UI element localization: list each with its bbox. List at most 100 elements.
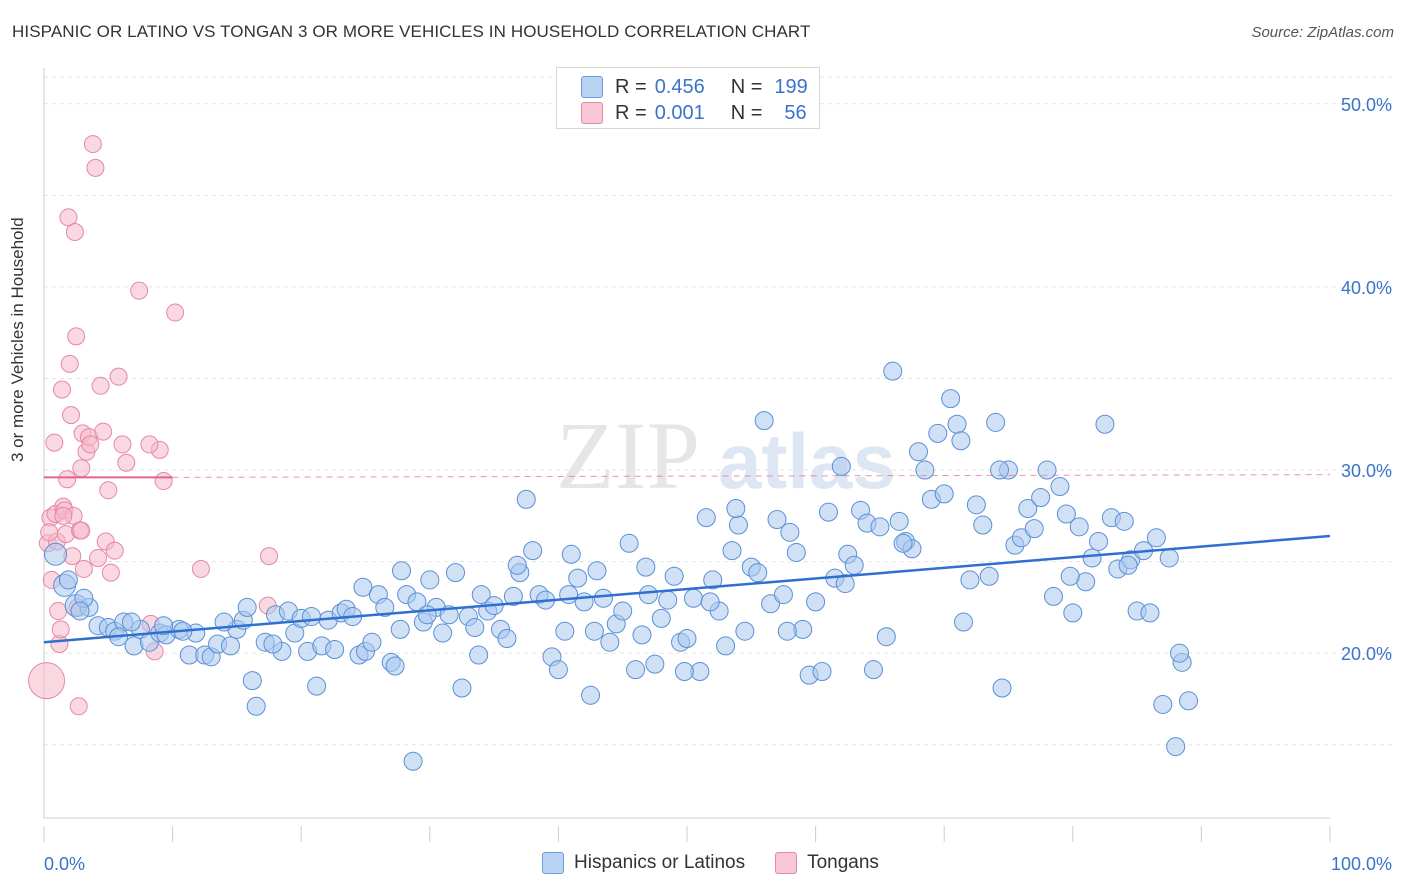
hispanic-point xyxy=(584,621,604,641)
hispanic-point xyxy=(1114,511,1134,531)
y-tick-label: 40.0% xyxy=(1341,278,1392,298)
hispanic-point xyxy=(242,671,262,691)
hispanic-point xyxy=(469,645,489,665)
hispanic-point xyxy=(548,660,568,680)
tongan-point xyxy=(54,506,73,525)
y-tick-label: 30.0% xyxy=(1341,461,1392,481)
legend-swatch-blue xyxy=(581,76,603,98)
x-tick-label: 100.0% xyxy=(1331,854,1392,874)
tongan-point xyxy=(117,453,136,472)
hispanic-point xyxy=(613,601,633,621)
tongan-point xyxy=(109,367,128,386)
hispanic-point xyxy=(523,541,543,561)
hispanic-point xyxy=(471,585,491,605)
hispanic-point xyxy=(966,495,986,515)
legend-n-value: 56 xyxy=(784,101,807,124)
hispanic-point xyxy=(700,592,720,612)
hispanic-point xyxy=(1050,477,1070,497)
hispanic-point xyxy=(908,442,928,462)
hispanic-point xyxy=(767,509,787,529)
tongan-point xyxy=(74,559,93,578)
tongan-point xyxy=(86,158,105,177)
hispanic-point xyxy=(883,361,903,381)
tongan-point xyxy=(166,303,185,322)
correlation-legend: R = 0.456 N = 199 R = 0.001 N = 56 xyxy=(556,67,820,129)
tongan-point xyxy=(191,559,210,578)
hispanic-point xyxy=(761,594,781,614)
hispanic-point xyxy=(325,640,345,660)
hispanic-point xyxy=(1031,488,1051,508)
hispanic-point xyxy=(446,563,466,583)
tongan-point xyxy=(67,327,86,346)
hispanic-point xyxy=(979,566,999,586)
x-tick-label: 0.0% xyxy=(44,854,85,874)
legend-r-label: R = xyxy=(615,101,647,124)
hispanic-point xyxy=(626,660,646,680)
hispanic-point xyxy=(353,577,373,597)
hispanic-point xyxy=(1153,694,1173,714)
tongan-point xyxy=(81,435,100,454)
hispanic-point xyxy=(636,557,656,577)
hispanic-point xyxy=(375,597,395,617)
y-tick-labels: 20.0% 30.0% 40.0% 50.0% xyxy=(1341,95,1392,664)
hispanic-point xyxy=(683,588,703,608)
source-credit: Source: ZipAtlas.com xyxy=(1251,24,1394,41)
hispanic-point xyxy=(893,533,913,553)
legend-item-tongans: Tongans xyxy=(775,852,879,874)
hispanic-point xyxy=(1118,555,1138,575)
tongan-point xyxy=(154,472,173,491)
hispanic-point xyxy=(664,566,684,586)
hispanic-point xyxy=(1063,603,1083,623)
tongan-point xyxy=(83,135,102,154)
hispanic-point xyxy=(953,612,973,632)
hispanic-point xyxy=(124,636,144,656)
hispanic-point xyxy=(385,656,405,676)
tongan-point xyxy=(51,620,70,639)
hispanic-point xyxy=(960,570,980,590)
hispanic-point xyxy=(986,412,1006,432)
hispanic-point xyxy=(220,636,240,656)
legend-n-label: N = xyxy=(730,101,763,124)
hispanic-point xyxy=(568,568,588,588)
hispanic-point xyxy=(716,636,736,656)
hispanic-point xyxy=(619,533,639,553)
hispanic-point xyxy=(1159,548,1179,568)
hispanic-point xyxy=(632,625,652,645)
hispanic-point xyxy=(465,618,485,638)
hispanic-point xyxy=(934,484,954,504)
legend-r-label: R = xyxy=(615,75,647,98)
legend-label-hispanics: Hispanics or Latinos xyxy=(574,852,746,873)
hispanic-point xyxy=(786,542,806,562)
legend-n-value: 199 xyxy=(774,75,808,98)
legend-swatch-pink xyxy=(775,852,798,874)
hispanic-point xyxy=(876,627,896,647)
tongan-point xyxy=(140,435,159,454)
legend-swatch-pink xyxy=(581,102,603,124)
hispanic-point xyxy=(947,414,967,434)
hispanic-point xyxy=(593,588,613,608)
tongan-point xyxy=(72,521,91,540)
hispanic-point xyxy=(587,561,607,581)
hispanic-point xyxy=(417,605,437,625)
chart-title: HISPANIC OR LATINO VS TONGAN 3 OR MORE V… xyxy=(12,22,811,41)
tongan-point xyxy=(45,433,64,452)
hispanic-point xyxy=(154,616,174,636)
hispanic-point xyxy=(263,634,283,654)
hispanic-point xyxy=(392,561,412,581)
hispanic-point xyxy=(831,456,851,476)
hispanic-point xyxy=(433,623,453,643)
hispanic-point xyxy=(722,541,742,561)
hispanic-point xyxy=(915,460,935,480)
hispanic-point xyxy=(780,522,800,542)
legend-r-value: 0.456 xyxy=(654,75,705,98)
hispanic-point xyxy=(928,423,948,443)
hispanic-point xyxy=(1179,691,1199,711)
tongan-point xyxy=(49,602,68,621)
hispanic-point xyxy=(1089,531,1109,551)
hispanic-point xyxy=(889,511,909,531)
watermark-atlas: atlas xyxy=(718,417,896,505)
tongan-point xyxy=(101,563,120,582)
hispanic-point xyxy=(1018,499,1038,519)
hispanic-point xyxy=(1069,517,1089,537)
